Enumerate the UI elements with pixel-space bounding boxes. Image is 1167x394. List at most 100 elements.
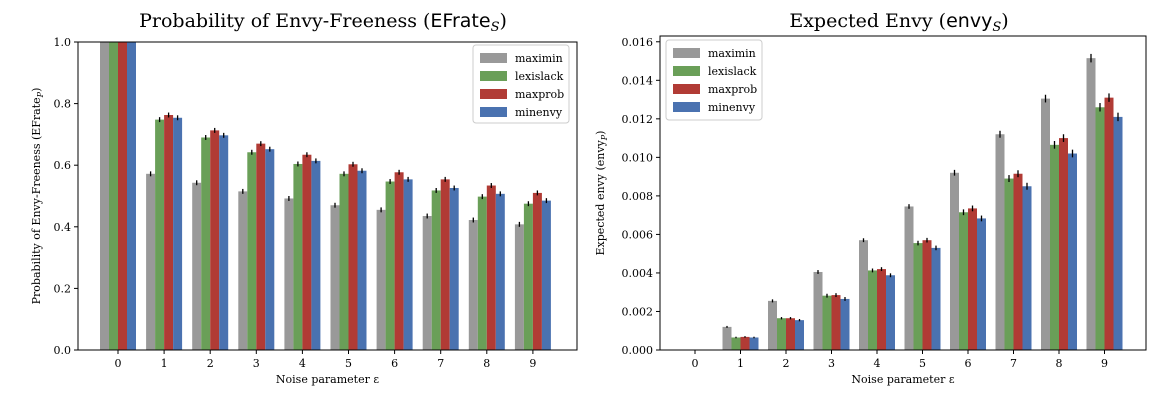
x-tick-label: 0	[115, 357, 122, 370]
bar-maxprob-3	[831, 295, 841, 350]
legend-swatch-maxprob	[480, 89, 507, 99]
bar-maximin-5	[330, 205, 340, 350]
bar-maxprob-7	[1013, 173, 1023, 350]
bar-minenvy-3	[840, 298, 850, 350]
bar-minenvy-5	[931, 247, 941, 350]
bar-minenvy-0	[127, 42, 136, 350]
bar-maximin-6	[950, 172, 959, 350]
y-tick-label: 0.8	[54, 98, 72, 111]
bar-maxprob-2	[786, 318, 795, 350]
bar-maxprob-1	[740, 336, 750, 350]
x-tick-label: 3	[253, 357, 260, 370]
legend-box	[665, 39, 763, 121]
y-tick-label: 0.006	[622, 228, 654, 241]
bar-minenvy-6	[403, 179, 413, 350]
series-lexislack	[731, 103, 1105, 350]
x-axis-label: Noise parameter ε	[851, 373, 954, 386]
y-axis-label: Expected envy (envyP)	[594, 131, 609, 256]
legend-swatch-lexislack	[480, 71, 507, 81]
bar-maximin-1	[722, 326, 732, 350]
y-tick-label: 0.012	[622, 113, 654, 126]
bar-lexislack-4	[868, 270, 877, 350]
series-maxprob	[740, 93, 1114, 350]
bar-maximin-3	[238, 191, 248, 350]
legend-label-minenvy: minenvy	[708, 101, 756, 114]
bar-maxprob-9	[532, 192, 542, 350]
y-tick-label: 0.4	[54, 221, 72, 234]
legend-swatch-maximin	[673, 48, 700, 58]
x-axis-label: Noise parameter ε	[276, 373, 379, 386]
x-tick-label: 7	[1010, 357, 1017, 370]
legend: maximin lexislack maxprob minenvy	[472, 44, 570, 124]
y-tick-label: 0.004	[622, 267, 654, 280]
legend-label-maxprob: maxprob	[708, 83, 757, 96]
bar-maxprob-8	[1059, 138, 1068, 350]
series-maxprob	[118, 42, 542, 350]
x-tick-label: 7	[437, 357, 444, 370]
bar-minenvy-2	[219, 135, 229, 350]
legend-label-maximin: maximin	[515, 52, 563, 65]
legend-swatch-maxprob	[673, 84, 700, 94]
bar-maxprob-4	[302, 154, 312, 350]
bar-maxprob-6	[968, 208, 977, 350]
x-tick-label: 0	[692, 357, 699, 370]
bar-maximin-7	[422, 216, 432, 350]
bar-maximin-6	[376, 209, 386, 350]
x-tick-label: 8	[483, 357, 490, 370]
x-tick-label: 4	[874, 357, 881, 370]
bar-maxprob-8	[486, 185, 496, 350]
bar-maxprob-1	[164, 115, 174, 350]
bar-lexislack-7	[1004, 178, 1014, 350]
bar-minenvy-3	[265, 149, 275, 350]
legend-label-maximin: maximin	[708, 47, 756, 60]
y-tick-label: 0.6	[54, 159, 72, 172]
x-tick-label: 9	[1101, 357, 1108, 370]
x-tick-label: 6	[965, 357, 972, 370]
legend: maximin lexislack maxprob minenvy	[665, 39, 763, 121]
bar-maxprob-3	[256, 143, 266, 350]
chart-title: Expected Envy (envyS)	[789, 10, 1008, 35]
x-tick-label: 8	[1056, 357, 1063, 370]
bar-maxprob-6	[394, 172, 404, 350]
bar-maxprob-4	[877, 269, 886, 350]
bar-minenvy-5	[357, 170, 367, 350]
y-tick-label: 0.014	[622, 74, 654, 87]
x-tick-label: 1	[161, 357, 168, 370]
legend-box	[472, 44, 570, 124]
bar-lexislack-9	[1095, 107, 1105, 350]
bar-minenvy-8	[495, 193, 505, 350]
bar-maximin-0	[100, 42, 109, 350]
bar-minenvy-4	[311, 160, 321, 350]
x-tick-label: 5	[919, 357, 926, 370]
series-minenvy	[127, 42, 551, 351]
bar-lexislack-9	[523, 203, 533, 350]
y-tick-label: 0.010	[622, 151, 654, 164]
bar-lexislack-5	[913, 243, 923, 350]
bar-minenvy-7	[449, 187, 459, 350]
y-tick-label: 0.000	[622, 344, 654, 357]
x-tick-label: 6	[391, 357, 398, 370]
bar-maximin-2	[768, 300, 777, 350]
legend-swatch-maximin	[480, 53, 507, 63]
legend-swatch-lexislack	[673, 66, 700, 76]
y-tick-label: 0.2	[54, 282, 72, 295]
x-tick-label: 4	[299, 357, 306, 370]
legend-label-lexislack: lexislack	[708, 65, 757, 78]
bar-minenvy-8	[1068, 153, 1077, 350]
bar-maxprob-5	[922, 240, 932, 350]
legend-label-minenvy: minenvy	[515, 106, 563, 119]
x-tick-label: 2	[207, 357, 214, 370]
bar-maximin-2	[192, 182, 202, 350]
series-minenvy	[749, 112, 1123, 350]
series-maximin	[722, 53, 1096, 351]
bar-maximin-9	[514, 224, 524, 350]
legend-label-lexislack: lexislack	[515, 70, 564, 83]
bar-minenvy-7	[1022, 186, 1032, 350]
bar-minenvy-9	[541, 200, 551, 350]
bar-maximin-8	[1041, 98, 1050, 350]
x-tick-label: 3	[828, 357, 835, 370]
bar-lexislack-8	[477, 196, 487, 350]
bar-maxprob-5	[348, 164, 358, 350]
bar-minenvy-1	[749, 337, 759, 350]
